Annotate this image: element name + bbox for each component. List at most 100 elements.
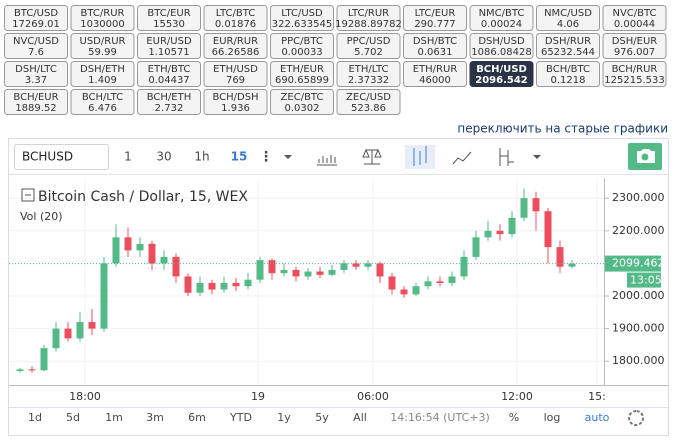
ticker-pair: ETH/BTC [148, 64, 191, 75]
candle-body [220, 282, 228, 290]
ticker-pair: DSH/USD [478, 36, 525, 47]
drawing-icon[interactable] [499, 148, 514, 166]
ticker-button[interactable] [336, 89, 401, 115]
range-button[interactable]: 1y [277, 411, 291, 424]
ticker-button[interactable] [70, 89, 135, 115]
ticker-price: 2096.542 [475, 75, 528, 86]
ticker-button[interactable] [137, 33, 201, 59]
ticker-pair: ETH/EUR [280, 64, 324, 75]
range-button[interactable]: 6m [188, 411, 206, 424]
ticker-price: 4.06 [557, 19, 579, 30]
ticker-button[interactable] [602, 61, 667, 87]
ticker-button[interactable] [70, 33, 135, 59]
ticker-button[interactable] [270, 61, 334, 87]
ticker-pair: DSH/BTC [413, 36, 457, 47]
ticker-button[interactable] [403, 33, 467, 59]
candle-body [388, 276, 396, 290]
ticker-button[interactable] [4, 5, 68, 31]
scale-option[interactable]: % [509, 411, 519, 424]
ticker-button[interactable] [137, 61, 201, 87]
candle-body [280, 269, 288, 274]
ticker-price: 1.10571 [148, 47, 189, 58]
ticker-button[interactable] [403, 61, 467, 87]
old-charts-link[interactable]: переключить на старые графики [457, 122, 668, 136]
ticker-price: 6.476 [88, 103, 117, 114]
y-tick-label: 1900.000 [612, 322, 665, 335]
ticker-button[interactable] [137, 89, 201, 115]
ticker-button[interactable] [4, 33, 68, 59]
candle-body [304, 271, 312, 277]
ticker-button[interactable] [70, 61, 135, 87]
candle-body [112, 237, 120, 264]
interval-button[interactable]: 1h [194, 150, 209, 164]
ticker-button[interactable] [203, 61, 268, 87]
ticker-pair: ZEC/USD [346, 92, 391, 103]
ticker-price: 1.936 [221, 103, 250, 114]
candle-body [16, 369, 24, 371]
x-tick-label: 19 [251, 390, 265, 403]
scale-option[interactable]: auto [585, 411, 610, 424]
range-button[interactable]: 3m [146, 411, 164, 424]
ticker-button[interactable] [536, 33, 600, 59]
candle-body [52, 328, 60, 349]
interval-dropdown[interactable] [284, 155, 292, 159]
ticker-button[interactable] [203, 5, 268, 31]
ticker-button[interactable] [602, 5, 667, 31]
line-style-icon[interactable] [452, 151, 472, 165]
ticker-button[interactable] [203, 33, 268, 59]
ticker-button[interactable] [469, 61, 534, 87]
ticker-button[interactable] [469, 5, 534, 31]
ticker-price: 7.6 [28, 47, 44, 58]
style-dropdown[interactable] [533, 155, 541, 159]
ticker-price: 769 [226, 75, 245, 86]
symbol-input[interactable] [14, 144, 109, 170]
ticker-button[interactable] [70, 5, 135, 31]
ticker-button[interactable] [4, 89, 68, 115]
range-button[interactable]: 1d [28, 411, 42, 424]
ticker-button[interactable] [403, 5, 467, 31]
settings-gear[interactable] [628, 410, 645, 426]
ticker-button[interactable] [270, 33, 334, 59]
ticker-button[interactable] [469, 33, 534, 59]
ticker-button[interactable] [336, 5, 401, 31]
ticker-button[interactable] [4, 61, 68, 87]
range-button[interactable]: 1m [105, 411, 123, 424]
ticker-price: 3.37 [25, 75, 47, 86]
candles-icon[interactable] [413, 146, 427, 166]
candle-body [256, 260, 264, 280]
ticker-button[interactable] [536, 61, 600, 87]
ticker-price: 65232.544 [541, 47, 595, 58]
scale-option[interactable]: log [544, 411, 561, 424]
ticker-button[interactable] [137, 5, 201, 31]
ticker-button[interactable] [336, 33, 401, 59]
last-price-tag [605, 255, 661, 272]
collapse-box[interactable] [21, 188, 35, 202]
candle-body [100, 263, 108, 329]
range-button[interactable]: 5d [66, 411, 80, 424]
ticker-button[interactable] [536, 5, 600, 31]
interval-button[interactable]: 30 [156, 150, 171, 164]
range-button[interactable]: YTD [229, 411, 252, 424]
indicators-icon[interactable] [317, 155, 337, 166]
ticker-price: 2.732 [155, 103, 184, 114]
ticker-button[interactable] [270, 5, 334, 31]
range-button[interactable]: 5y [315, 411, 329, 424]
ticker-button[interactable] [203, 89, 268, 115]
ticker-price: 46000 [419, 75, 451, 86]
ticker-button[interactable] [602, 33, 667, 59]
candle-body [460, 256, 468, 277]
ticker-price: 1.409 [88, 75, 117, 86]
ticker-price: 1889.52 [15, 103, 56, 114]
candle-body [544, 211, 552, 248]
candle-body [400, 289, 408, 295]
candle-body [364, 263, 372, 267]
compare-icon[interactable] [362, 148, 382, 165]
interval-button[interactable]: 15 [231, 150, 248, 164]
more-intervals[interactable]: ⋮ [259, 149, 273, 165]
range-button[interactable]: All [353, 411, 367, 424]
interval-button[interactable]: 1 [124, 150, 132, 164]
camera-lens [641, 153, 649, 161]
ticker-button[interactable] [336, 61, 401, 87]
ticker-button[interactable] [270, 89, 334, 115]
